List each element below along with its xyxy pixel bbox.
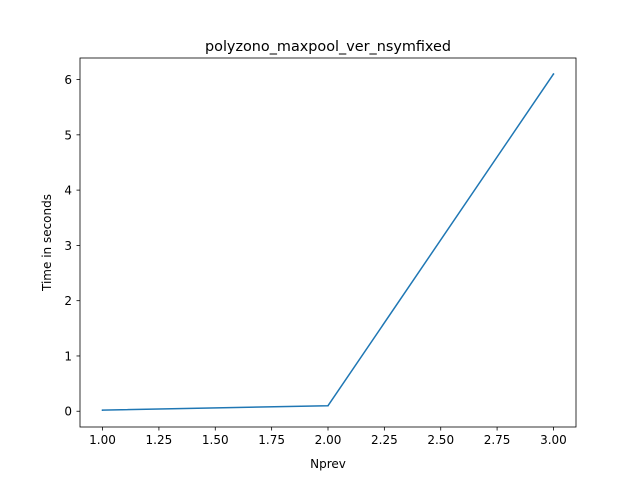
data-point — [327, 404, 329, 407]
y-tick-label: 5 — [64, 128, 72, 142]
data-point — [101, 409, 104, 411]
x-axis-label: Nprev — [310, 457, 346, 471]
x-tick-label: 1.25 — [146, 433, 173, 447]
chart-title: polyzono_maxpool_ver_nsymfixed — [205, 39, 451, 55]
x-tick-label: 1.50 — [202, 433, 229, 447]
x-tick-label: 2.25 — [371, 433, 398, 447]
x-tick-label: 2.75 — [484, 433, 511, 447]
y-axis-label: Time in seconds — [40, 194, 54, 292]
y-axis-ticks: 0 1 2 3 4 5 6 — [64, 73, 80, 419]
x-tick-label: 3.00 — [540, 433, 567, 447]
y-tick-label: 0 — [64, 405, 72, 419]
y-tick-label: 2 — [64, 294, 72, 308]
series-layer — [101, 72, 555, 411]
data-point — [552, 73, 555, 75]
y-tick-label: 4 — [64, 184, 72, 198]
plot-area-frame — [79, 57, 577, 428]
x-tick-label: 1.75 — [258, 433, 285, 447]
y-tick-label: 6 — [64, 73, 72, 87]
y-tick-label: 1 — [64, 349, 72, 363]
x-axis-ticks: 1.00 1.25 1.50 1.75 2.00 2.25 2.50 2.75 3.00 — [89, 427, 567, 447]
y-tick-label: 3 — [64, 239, 72, 253]
x-tick-label: 1.00 — [89, 433, 116, 447]
x-tick-label: 2.50 — [427, 433, 454, 447]
x-tick-label: 2.00 — [315, 433, 342, 447]
